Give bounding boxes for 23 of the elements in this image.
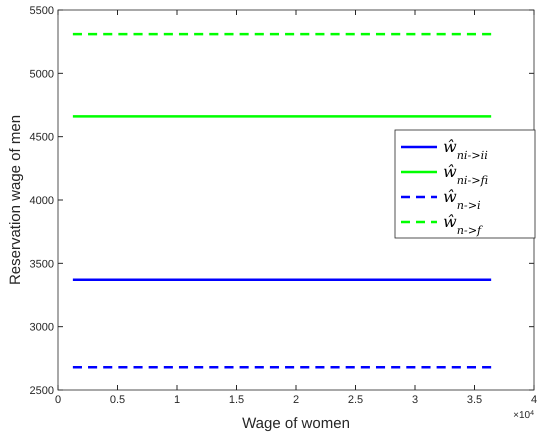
y-tick-label: 3000 — [30, 322, 54, 334]
legend-label: ŵ$_{ni->ii}$ — [443, 137, 488, 162]
x-tick-label: 1.5 — [228, 394, 244, 406]
x-tick-label: 2 — [292, 394, 300, 406]
x-tick-label: 3 — [412, 394, 418, 406]
x-axis-title: Wage of women — [242, 415, 350, 432]
x-tick-label: 1 — [174, 394, 180, 406]
y-tick-label: 5500 — [30, 5, 54, 17]
y-tick-label: 4000 — [30, 195, 54, 207]
legend-label: ŵ$_{n->i}$ — [443, 187, 482, 212]
x-tick-label: 4 — [530, 394, 538, 406]
text: ×10$^{4}$ — [513, 410, 534, 421]
legend-label: ŵ$_{n->f}$ — [443, 212, 484, 236]
x-tick-label: 0.5 — [110, 394, 126, 406]
y-tick-label: 3500 — [30, 258, 54, 270]
legend-label: ŵ$_{ni->fi}$ — [443, 162, 488, 186]
y-axis-title: Reservation wage of men — [7, 114, 24, 286]
y-tick-label: 2500 — [30, 385, 54, 397]
y-tick-label: 4500 — [30, 132, 54, 144]
y-tick-label: 5000 — [30, 68, 54, 80]
x-tick-label: 3.5 — [466, 394, 482, 406]
x-tick-label: 0 — [54, 394, 62, 406]
x-tick-label: 2.5 — [348, 394, 364, 406]
